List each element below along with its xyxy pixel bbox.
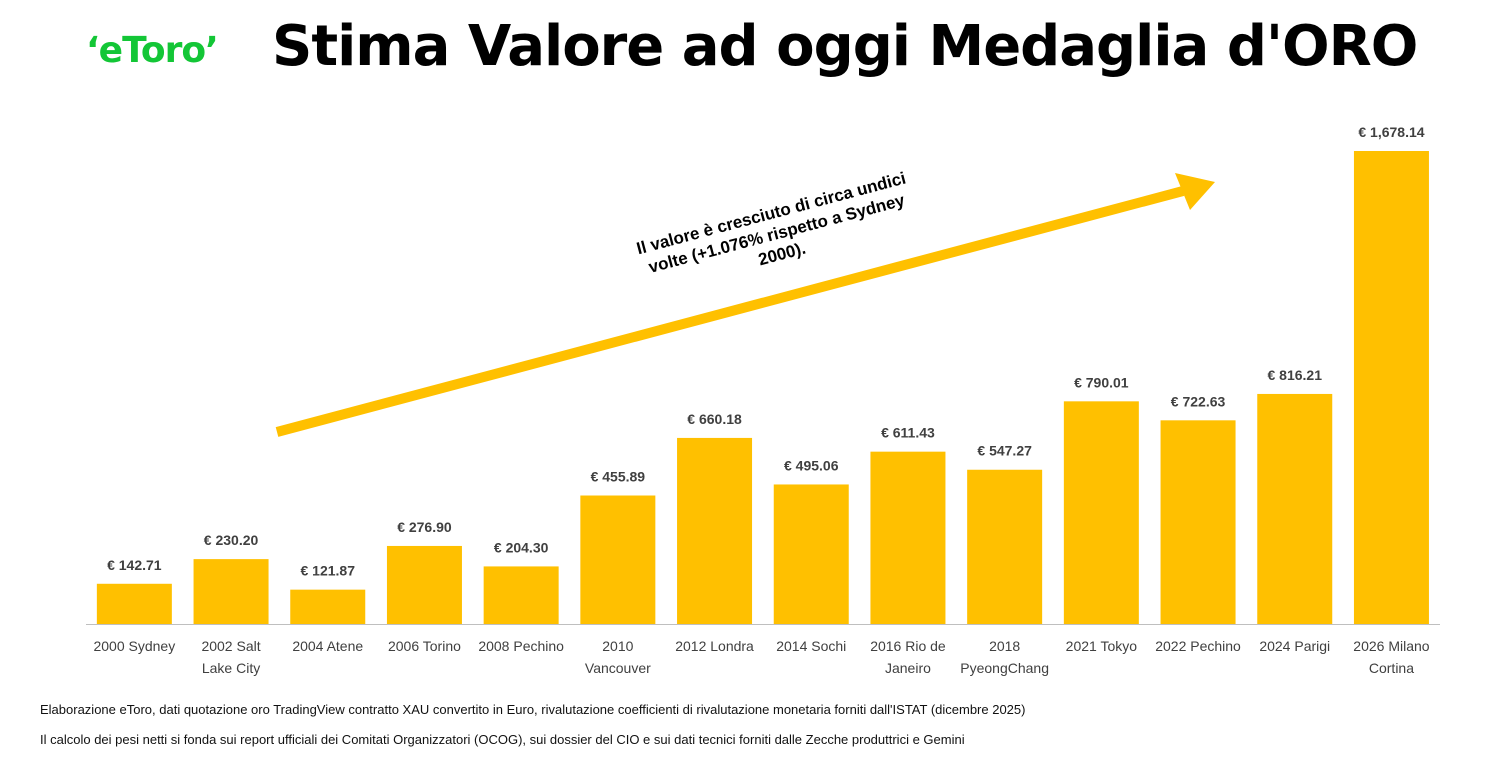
x-tick-label: 2006 Torino xyxy=(388,638,461,654)
x-tick-label: 2018 PyeongChang xyxy=(960,638,1049,676)
footnote-method: Il calcolo dei pesi netti si fonda sui r… xyxy=(40,732,965,747)
x-tick-label: 2000 Sydney xyxy=(93,638,175,654)
bar xyxy=(773,484,849,624)
x-tick-label: 2012 Londra xyxy=(675,638,754,654)
bar xyxy=(96,583,172,624)
x-tick-label: 2024 Parigi xyxy=(1259,638,1330,654)
bar xyxy=(290,589,366,624)
data-label: € 722.63 xyxy=(1171,393,1226,409)
x-tick-label: 2008 Pechino xyxy=(478,638,564,654)
bar xyxy=(483,566,559,624)
data-label: € 1,678.14 xyxy=(1358,124,1424,140)
data-label: € 455.89 xyxy=(591,469,646,485)
x-tick-label: 2022 Pechino xyxy=(1155,638,1241,654)
data-label: € 121.87 xyxy=(301,563,356,579)
trend-arrow-head xyxy=(1175,173,1215,210)
bar xyxy=(1353,151,1429,624)
data-label: € 611.43 xyxy=(881,425,935,441)
chart-title: Stima Valore ad oggi Medaglia d'ORO xyxy=(272,14,1418,79)
data-label: € 142.71 xyxy=(107,557,162,573)
data-label: € 790.01 xyxy=(1074,374,1129,390)
x-tick-label: 2004 Atene xyxy=(292,638,363,654)
bar xyxy=(1063,401,1139,624)
data-label: € 230.20 xyxy=(204,532,259,548)
footnote-source: Elaborazione eToro, dati quotazione oro … xyxy=(40,702,1026,717)
bar xyxy=(386,545,462,624)
data-label: € 816.21 xyxy=(1268,367,1323,383)
data-label: € 276.90 xyxy=(397,519,452,535)
x-tick-label: 2014 Sochi xyxy=(776,638,846,654)
bar-chart: € 142.71 2000 Sydney € 230.20 2002 Salt Lake… xyxy=(86,124,1440,676)
etoro-logo: ‘eToro’ xyxy=(86,30,219,71)
x-tick-label: 2021 Tokyo xyxy=(1066,638,1138,654)
bar xyxy=(870,451,946,624)
trend-arrow-shaft xyxy=(275,186,1185,437)
x-tick-label: 2010 Vancouver xyxy=(585,638,651,676)
x-tick-label: 2002 Salt Lake City xyxy=(201,638,260,676)
data-label: € 204.30 xyxy=(494,539,549,555)
annotation-text: Il valore è cresciuto di circa undicivol… xyxy=(635,168,919,298)
data-label: € 660.18 xyxy=(687,411,742,427)
data-label: € 547.27 xyxy=(977,443,1032,459)
x-tick-label: 2016 Rio de Janeiro xyxy=(870,638,946,676)
bar xyxy=(967,469,1043,624)
bar xyxy=(1257,393,1333,624)
bar xyxy=(1160,420,1236,624)
data-label: € 495.06 xyxy=(784,457,839,473)
bar xyxy=(580,495,656,624)
bar xyxy=(677,437,753,624)
x-tick-label: 2026 Milano Cortina xyxy=(1353,638,1429,676)
bar xyxy=(193,559,269,624)
